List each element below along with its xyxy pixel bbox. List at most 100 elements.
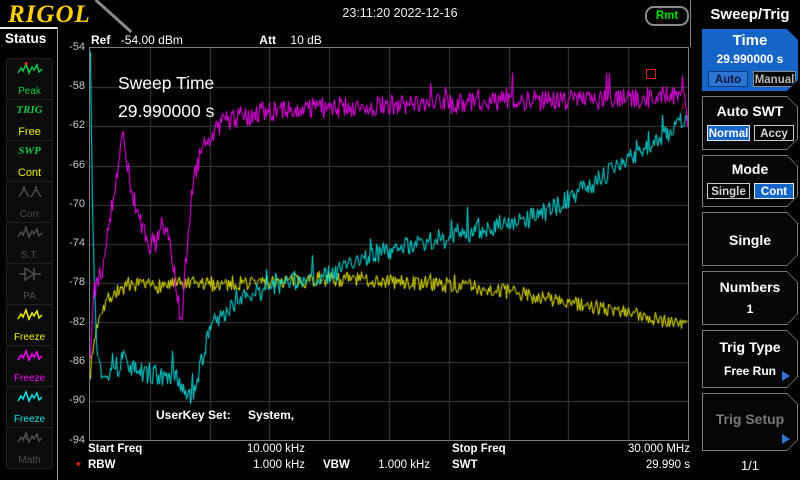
trig-setup-label: Trig Setup bbox=[715, 411, 785, 427]
remote-status-badge: Rmt bbox=[645, 6, 689, 26]
spectrum-trace-canvas bbox=[90, 48, 688, 440]
time-auto-option[interactable]: Auto bbox=[708, 71, 748, 87]
math-waveform-icon bbox=[7, 430, 52, 450]
y-tick: -86 bbox=[69, 355, 85, 367]
rigol-logo: RIGOL bbox=[8, 1, 91, 28]
trig-type-button[interactable]: Trig Type Free Run bbox=[702, 330, 798, 388]
status-item-peak: Peak bbox=[6, 58, 53, 100]
att-label: Att bbox=[259, 33, 276, 47]
att-value: 10 dB bbox=[290, 33, 322, 47]
status-item-pa: PA bbox=[6, 263, 53, 305]
mode-cont-option[interactable]: Cont bbox=[754, 183, 794, 199]
vbw-value: 1.000 kHz bbox=[378, 459, 430, 471]
y-tick: -62 bbox=[69, 119, 85, 131]
ref-value: -54.00 dBm bbox=[120, 33, 183, 47]
userkey-value: System, bbox=[248, 408, 295, 422]
ref-label: Ref bbox=[91, 33, 111, 47]
status-item-corr: Corr bbox=[6, 181, 53, 223]
userkey-label: UserKey Set: bbox=[156, 408, 231, 422]
bw-annotation-row: * RBW 1.000 kHz VBW 1.000 kHz SWT 29.990… bbox=[0, 459, 700, 474]
rbw-value: 1.000 kHz bbox=[253, 459, 305, 471]
status-item-st: S.T. bbox=[6, 222, 53, 264]
freeze-waveform-icon bbox=[7, 348, 52, 368]
stop-freq-label: Stop Freq bbox=[452, 443, 506, 455]
status-item-freeze-yellow: Freeze bbox=[6, 304, 53, 346]
menu-top-divider bbox=[690, 0, 691, 47]
single-button-label: Single bbox=[728, 232, 771, 248]
auto-swt-accy-option[interactable]: Accy bbox=[754, 125, 794, 141]
freq-annotation-row: Start Freq 10.000 kHz Stop Freq 30.000 M… bbox=[0, 443, 700, 458]
corr-waveform-icon bbox=[7, 184, 52, 204]
vbw-label: VBW bbox=[323, 459, 350, 471]
start-freq-label: Start Freq bbox=[88, 443, 143, 455]
mode-label: Mode bbox=[731, 161, 769, 177]
swp-text-icon: SWP bbox=[18, 145, 41, 157]
status-item-label: PA bbox=[23, 291, 36, 302]
y-tick: -54 bbox=[69, 41, 85, 53]
st-waveform-icon bbox=[7, 225, 52, 245]
status-item-label: Free bbox=[18, 126, 41, 138]
trig-type-value: Free Run bbox=[723, 364, 776, 378]
menu-page-indicator: 1/1 bbox=[740, 458, 760, 473]
y-tick: -66 bbox=[69, 159, 85, 171]
time-manual-option[interactable]: Manual bbox=[753, 71, 796, 87]
time-button-label: Time bbox=[732, 32, 768, 49]
stop-freq-value: 30.000 MHz bbox=[627, 443, 690, 455]
reference-attenuation-row: Ref -54.00 dBm Att 10 dB bbox=[91, 31, 322, 49]
time-button[interactable]: Time 29.990000 s Auto Manual bbox=[702, 29, 798, 91]
y-tick: -90 bbox=[69, 394, 85, 406]
y-tick: -70 bbox=[69, 198, 85, 210]
auto-swt-label: Auto SWT bbox=[716, 103, 784, 119]
y-tick: -94 bbox=[69, 434, 85, 446]
submenu-arrow-icon bbox=[782, 371, 790, 381]
submenu-arrow-icon bbox=[782, 434, 790, 444]
softkey-menu: Sweep/Trig Time 29.990000 s Auto Manual … bbox=[700, 0, 800, 480]
single-button[interactable]: Single bbox=[702, 212, 798, 266]
status-item-label: Freeze bbox=[13, 373, 46, 384]
swt-value: 29.990 s bbox=[645, 459, 690, 471]
clock-timestamp: 23:11:20 2022-12-16 bbox=[342, 6, 458, 20]
y-tick: -82 bbox=[69, 316, 85, 328]
status-item-label: Peak bbox=[18, 86, 41, 97]
status-underline bbox=[0, 27, 57, 29]
y-tick: -74 bbox=[69, 237, 85, 249]
status-item-trig: TRIG Free bbox=[6, 99, 53, 141]
pa-amplifier-icon bbox=[7, 266, 52, 286]
status-item-math: Math bbox=[6, 427, 53, 469]
numbers-value: 1 bbox=[746, 302, 754, 316]
rbw-changed-asterisk: * bbox=[76, 459, 81, 473]
trig-setup-button[interactable]: Trig Setup bbox=[702, 393, 798, 451]
mode-single-option[interactable]: Single bbox=[707, 183, 750, 199]
sweep-time-overlay-title: Sweep Time bbox=[118, 73, 215, 93]
numbers-label: Numbers bbox=[719, 279, 781, 295]
status-item-label: Freeze bbox=[13, 414, 46, 425]
marker-square-icon bbox=[646, 69, 656, 79]
sidebar-divider bbox=[57, 27, 58, 480]
sweep-time-overlay-value: 29.990000 s bbox=[118, 101, 215, 121]
trig-text-icon: TRIG bbox=[16, 104, 43, 116]
auto-swt-normal-option[interactable]: Normal bbox=[707, 125, 750, 141]
sweep-position-arrow-icon: ↓ bbox=[680, 98, 686, 112]
status-item-label: Cont bbox=[17, 167, 42, 179]
y-tick: -58 bbox=[69, 80, 85, 92]
status-item-freeze-cyan: Freeze bbox=[6, 386, 53, 428]
status-item-label: S.T. bbox=[20, 250, 39, 261]
auto-swt-button[interactable]: Auto SWT Normal Accy bbox=[702, 96, 798, 150]
status-item-label: Freeze bbox=[13, 332, 46, 343]
userkey-message: UserKey Set: System, bbox=[156, 408, 294, 422]
mode-button[interactable]: Mode Single Cont bbox=[702, 155, 798, 207]
status-item-label: Math bbox=[18, 455, 41, 466]
freeze-waveform-icon bbox=[7, 389, 52, 409]
status-item-freeze-magenta: Freeze bbox=[6, 345, 53, 387]
peak-waveform-icon bbox=[7, 61, 52, 81]
start-freq-value: 10.000 kHz bbox=[246, 443, 305, 455]
logo-diagonal-divider bbox=[94, 0, 133, 34]
time-button-value: 29.990000 s bbox=[716, 52, 784, 66]
status-item-label: Corr bbox=[19, 209, 40, 220]
y-tick: -78 bbox=[69, 276, 85, 288]
numbers-button[interactable]: Numbers 1 bbox=[702, 271, 798, 325]
trig-type-label: Trig Type bbox=[719, 339, 781, 355]
rbw-label: RBW bbox=[88, 459, 116, 471]
swt-label: SWT bbox=[452, 459, 478, 471]
